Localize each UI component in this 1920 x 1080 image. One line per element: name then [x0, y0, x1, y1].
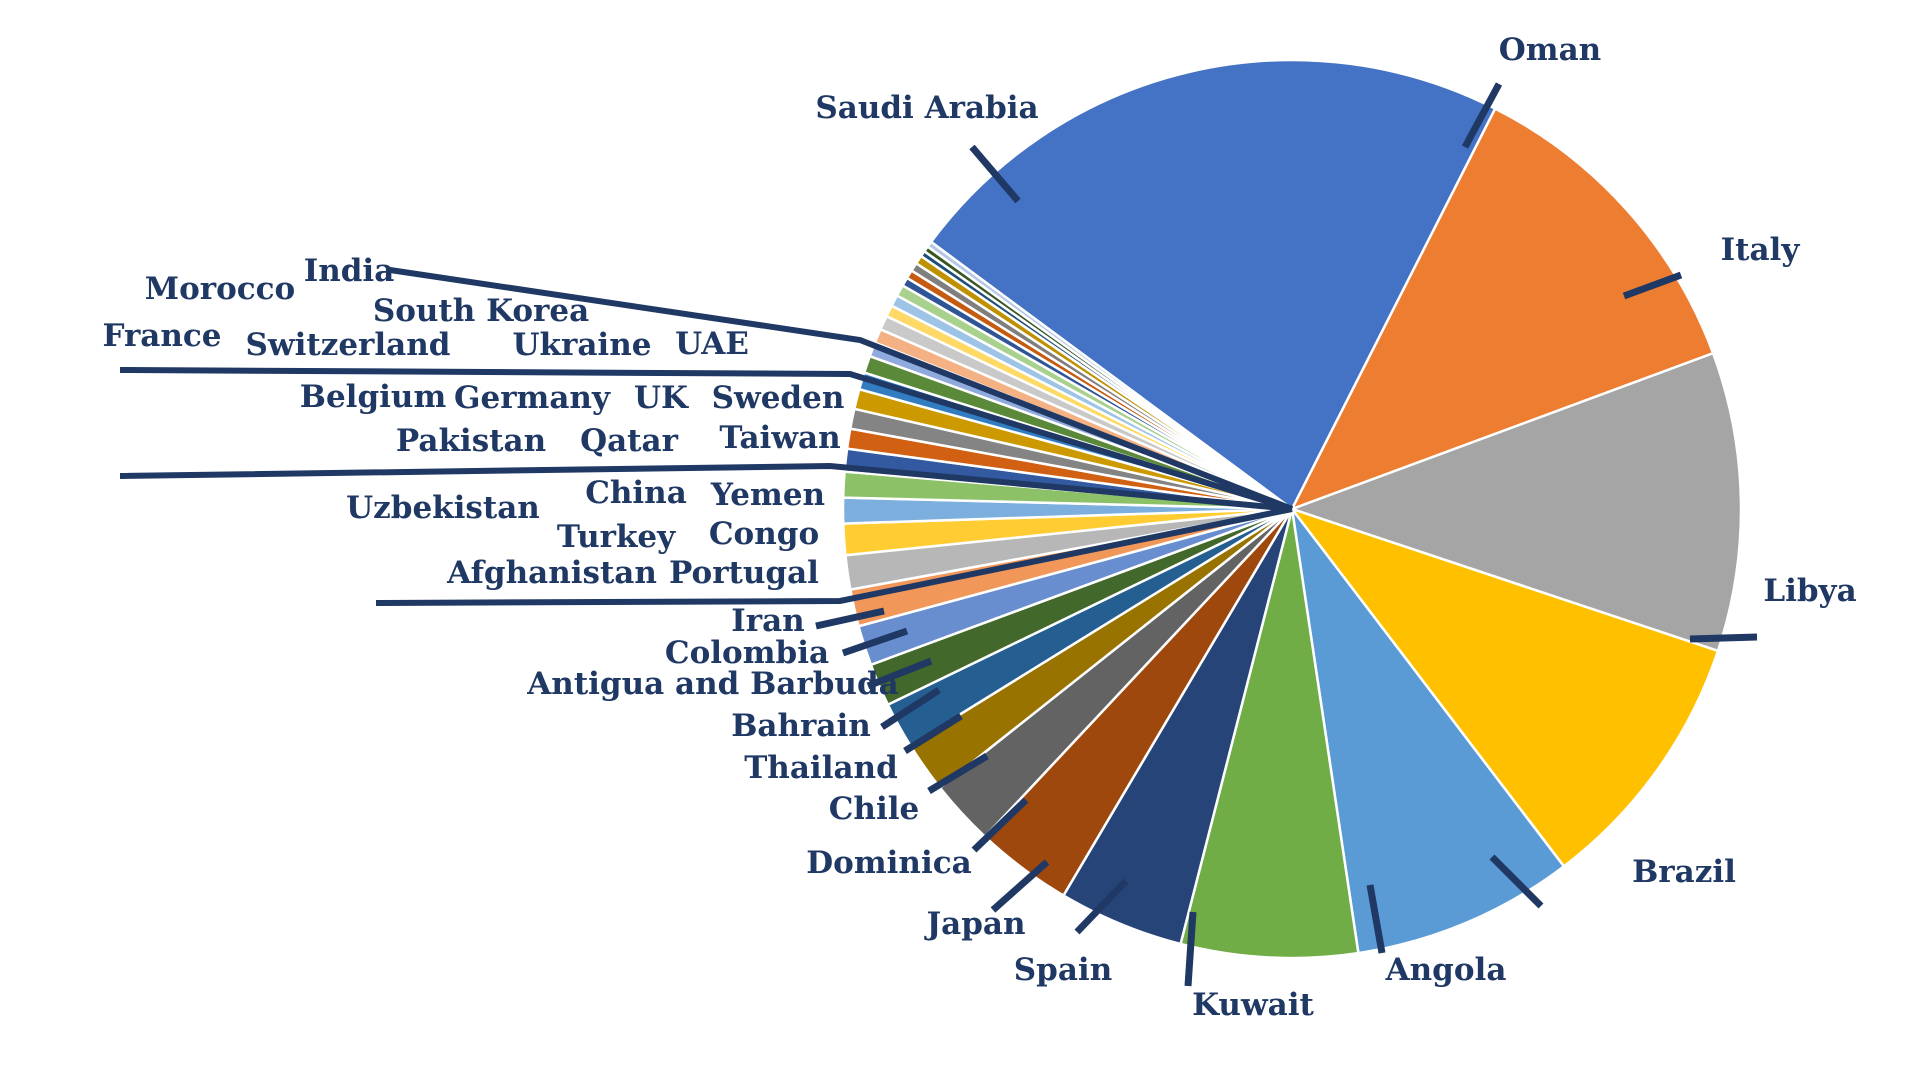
label-kuwait: Kuwait — [1192, 987, 1314, 1023]
label-japan: Japan — [923, 906, 1025, 942]
label-china: China — [585, 475, 687, 511]
leader-colombia — [841, 627, 909, 657]
label-uk: UK — [634, 380, 689, 416]
label-portugal: Portugal — [669, 555, 819, 591]
leader-lines — [119, 82, 1758, 987]
leader-spain — [1074, 878, 1129, 935]
leader-kuwait — [1184, 911, 1197, 987]
label-spain: Spain — [1014, 952, 1112, 988]
leader-oman — [1461, 82, 1503, 149]
leader-brazil — [1489, 854, 1544, 909]
label-morocco: Morocco — [145, 271, 295, 307]
slice-brazil — [1290, 508, 1566, 955]
slice-italy — [1288, 351, 1743, 653]
leader-iran — [815, 607, 885, 630]
label-iran: Iran — [731, 603, 804, 639]
label-taiwan: Taiwan — [719, 420, 840, 456]
leader-italy — [1622, 271, 1683, 300]
label-oman: Oman — [1499, 32, 1601, 68]
pie-slices — [841, 58, 1743, 960]
label-uzbekistan: Uzbekistan — [346, 490, 540, 526]
label-congo: Congo — [709, 516, 819, 552]
leader-antigua-and-barbuda — [866, 657, 933, 690]
label-yemen: Yemen — [710, 477, 825, 513]
leader-angola — [1366, 884, 1386, 954]
slice-morocco — [925, 240, 1293, 511]
label-bahrain: Bahrain — [731, 708, 871, 744]
leader-japan — [990, 859, 1050, 913]
label-qatar: Qatar — [580, 423, 678, 459]
slice-labels: Saudi Arabia Oman Italy Libya Brazil Ang… — [102, 32, 1856, 1023]
label-chile: Chile — [829, 791, 920, 827]
label-dominica: Dominica — [806, 845, 971, 881]
leader-afghanistan — [375, 506, 1293, 606]
leader-dominica — [971, 797, 1029, 853]
leader-chile — [927, 753, 989, 794]
leader-india — [389, 267, 1294, 512]
leader-bahrain — [880, 687, 941, 730]
label-antigua-and-barbuda: Antigua and Barbuda — [526, 666, 898, 702]
label-switzerland: Switzerland — [246, 327, 451, 363]
leader-france — [119, 367, 1293, 512]
label-libya: Libya — [1763, 573, 1856, 609]
label-france: France — [102, 318, 221, 354]
slice-libya — [1288, 506, 1720, 869]
slice-saudi-arabia — [929, 58, 1497, 511]
leader-uzbekistan — [119, 462, 1293, 512]
label-saudi-arabia: Saudi Arabia — [815, 90, 1038, 126]
label-belgium: Belgium — [300, 379, 447, 415]
label-turkey: Turkey — [557, 519, 676, 555]
leader-saudi-arabia — [969, 144, 1021, 204]
label-thailand: Thailand — [744, 750, 898, 786]
label-uae: UAE — [675, 326, 749, 362]
label-afghanistan: Afghanistan — [446, 555, 657, 591]
label-germany: Germany — [454, 380, 611, 416]
label-italy: Italy — [1721, 232, 1801, 268]
label-ukraine: Ukraine — [513, 327, 652, 363]
leader-thailand — [903, 713, 963, 754]
label-india: India — [304, 253, 395, 289]
label-pakistan: Pakistan — [396, 423, 546, 459]
leader-libya — [1689, 633, 1758, 643]
label-colombia: Colombia — [665, 635, 829, 671]
label-angola: Angola — [1385, 952, 1507, 988]
slice-oman — [1289, 106, 1715, 512]
label-south-korea: South Korea — [373, 293, 589, 329]
label-sweden: Sweden — [712, 380, 845, 416]
label-brazil: Brazil — [1632, 854, 1736, 890]
